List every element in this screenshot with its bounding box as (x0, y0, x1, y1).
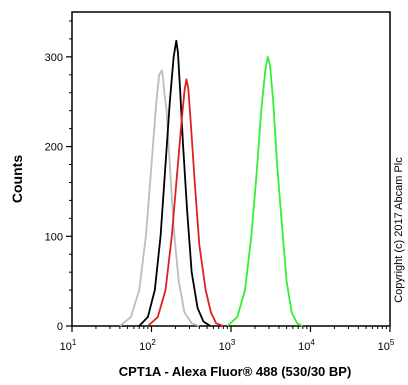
plot-border (71, 11, 391, 327)
plot-frame (71, 11, 391, 327)
x-tick-label: 104 (298, 338, 315, 353)
x-tick-label: 102 (139, 338, 156, 353)
y-tick-label: 200 (45, 142, 63, 154)
x-axis-title: CPT1A - Alexa Fluor® 488 (530/30 BP) (119, 364, 352, 379)
series-line-2 (138, 39, 211, 327)
series-line-1 (119, 69, 200, 327)
x-tick-label: 105 (378, 338, 395, 353)
y-axis: 0 100 200 300 (45, 20, 72, 333)
series-line-4 (226, 55, 304, 327)
y-tick-label: 300 (45, 52, 63, 64)
series-layer (119, 39, 304, 327)
y-axis-title: Counts (9, 155, 25, 203)
x-tick-label: 103 (219, 338, 236, 353)
y-tick-label: 100 (45, 231, 63, 243)
x-tick-label: 101 (60, 338, 77, 353)
x-axis: 101 102 103 104 105 (60, 326, 395, 353)
y-tick-label: 0 (57, 321, 63, 333)
series-line-3 (147, 78, 224, 327)
copyright-annotation: Copyright (c) 2017 Abcam Plc (393, 157, 405, 303)
